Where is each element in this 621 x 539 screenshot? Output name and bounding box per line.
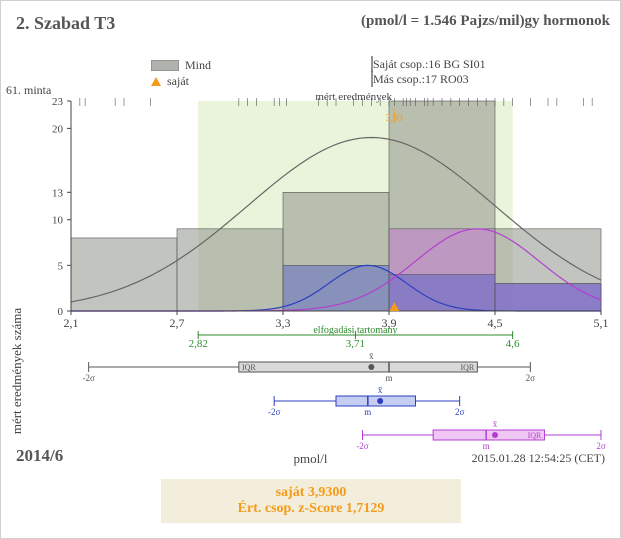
svg-text:2,82: 2,82 (189, 338, 208, 350)
footer-zscore: Ért. csop. z-Score 1,7129 (161, 501, 461, 517)
own-marker-icon (151, 77, 161, 86)
svg-text:5: 5 (58, 260, 64, 272)
svg-text:2σ: 2σ (596, 441, 606, 451)
legend-g1-label: Saját csop.:16 BG SI01 (373, 57, 486, 71)
svg-text:4,5: 4,5 (488, 316, 503, 330)
svg-text:10: 10 (52, 215, 64, 227)
svg-text:elfogadási tartomány: elfogadási tartomány (313, 325, 397, 336)
legend-g2-label: Más csop.:17 RO03 (373, 72, 469, 86)
svg-text:3,71: 3,71 (346, 338, 365, 350)
y-axis-label: mért eredmények száma (9, 281, 25, 461)
svg-text:IQR: IQR (242, 363, 256, 372)
svg-text:4,6: 4,6 (506, 338, 520, 350)
svg-text:IQR: IQR (528, 431, 542, 440)
svg-text:2,1: 2,1 (64, 316, 79, 330)
svg-text:2σ: 2σ (526, 373, 536, 383)
svg-text:2,7: 2,7 (170, 316, 185, 330)
svg-text:13: 13 (52, 187, 64, 199)
svg-text:m: m (385, 373, 392, 383)
svg-text:-2σ: -2σ (268, 407, 280, 417)
svg-text:x̄: x̄ (378, 385, 383, 395)
swatch-all (151, 60, 179, 71)
legend-right: Saját csop.:16 BG SI01 Más csop.:17 RO03 (371, 57, 486, 87)
footer-own: saját 3,9300 (161, 485, 461, 501)
svg-text:2σ: 2σ (455, 407, 465, 417)
svg-text:m: m (483, 441, 490, 451)
swatch-g1 (371, 56, 373, 72)
svg-text:x̄: x̄ (493, 419, 498, 429)
legend-left: Mind saját (151, 57, 211, 89)
svg-text:-2σ: -2σ (356, 441, 368, 451)
footer-box: saját 3,9300 Ért. csop. z-Score 1,7129 (161, 479, 461, 523)
swatch-g2 (371, 71, 373, 87)
title-right: (pmol/l = 1.546 Pajzs/mil)gy hormonok (361, 13, 610, 30)
legend-all-label: Mind (185, 58, 211, 73)
title-left: 2. Szabad T3 (16, 13, 115, 33)
legend-own-label: saját (167, 74, 189, 89)
svg-text:20: 20 (52, 123, 64, 135)
svg-text:x̄: x̄ (369, 351, 374, 361)
svg-text:m: m (364, 407, 371, 417)
chart: 05101320232,12,73,33,94,55,1mért eredmén… (71, 96, 601, 311)
timestamp: 2015.01.28 12:54:25 (CET) (472, 451, 605, 466)
sample-label: 61. minta (6, 83, 51, 98)
svg-text:mért eredmények: mért eredmények (315, 91, 392, 103)
svg-text:3,3: 3,3 (276, 316, 291, 330)
svg-text:23: 23 (52, 96, 64, 108)
svg-text:IQR: IQR (460, 363, 474, 372)
svg-text:5,1: 5,1 (594, 316, 609, 330)
svg-text:-2σ: -2σ (82, 373, 94, 383)
